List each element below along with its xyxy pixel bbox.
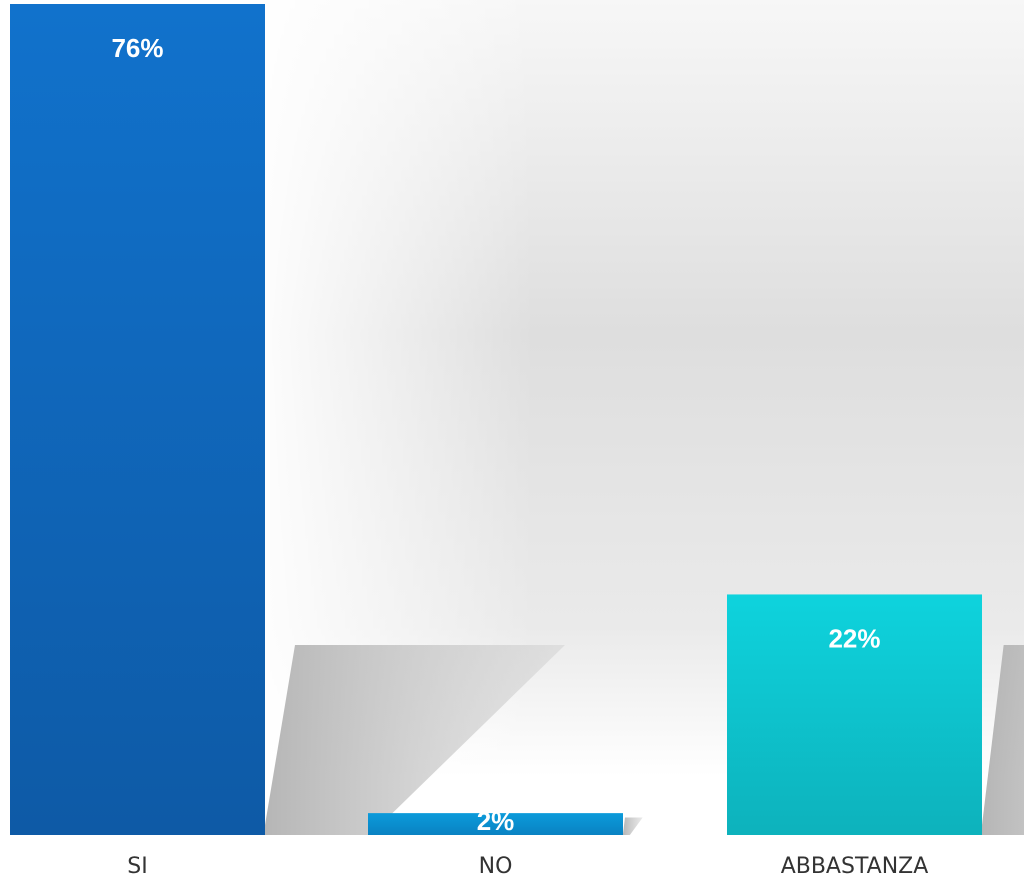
bars-group xyxy=(10,4,982,835)
category-label-si: SI xyxy=(127,854,147,879)
bar-shadows xyxy=(265,645,1024,835)
bar-shadow-si xyxy=(265,645,565,835)
data-labels-group: 76% 2% 22% xyxy=(111,33,880,836)
bar-shadow-no xyxy=(623,817,643,835)
category-label-abbastanza: ABBASTANZA xyxy=(781,854,929,879)
bar-si xyxy=(10,4,265,835)
data-label-no: 2% xyxy=(477,806,515,836)
category-labels-group: SI NO ABBASTANZA xyxy=(127,854,928,879)
category-label-no: NO xyxy=(479,854,513,879)
data-label-si: 76% xyxy=(111,33,163,63)
data-label-abbastanza: 22% xyxy=(828,623,880,653)
bar-no xyxy=(368,813,623,835)
bar-shadow-abbastanza xyxy=(982,645,1024,835)
bar-abbastanza xyxy=(727,594,982,835)
